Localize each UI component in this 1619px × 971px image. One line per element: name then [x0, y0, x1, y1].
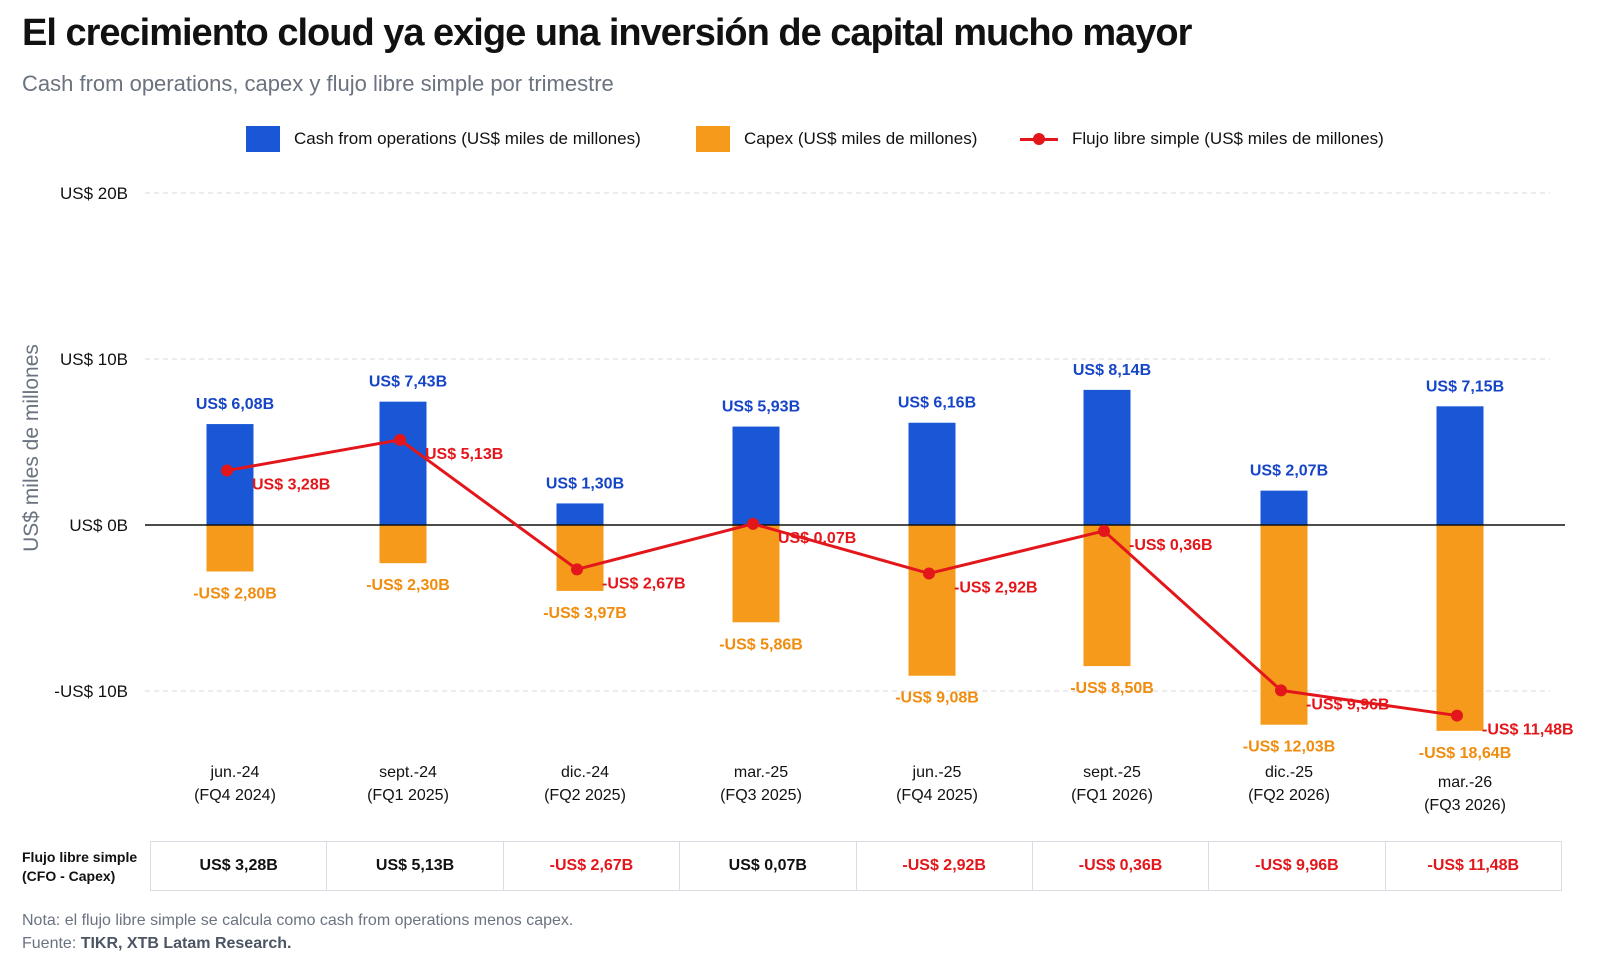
fcf-value-label: -US$ 2,92B: [954, 579, 1038, 596]
cfo-value-label: US$ 5,93B: [722, 399, 800, 416]
x-tick-label: mar.-25: [734, 764, 788, 781]
x-tick-sublabel: (FQ1 2025): [367, 787, 449, 804]
fcf-point: [221, 464, 233, 477]
cfo-value-label: US$ 7,15B: [1426, 378, 1504, 395]
capex-value-label: -US$ 3,97B: [543, 605, 627, 622]
cfo-value-label: US$ 6,16B: [898, 395, 976, 412]
x-tick-label: dic.-24: [561, 764, 609, 781]
cfo-value-label: US$ 2,07B: [1250, 463, 1328, 480]
cfo-bar: [1260, 490, 1308, 525]
x-tick-sublabel: (FQ3 2026): [1424, 797, 1506, 814]
fcf-table-cell: -US$ 11,48B: [1384, 842, 1561, 890]
legend-item-cfo: Cash from operations (US$ miles de millo…: [246, 126, 641, 152]
capex-bar: [732, 525, 780, 623]
table-row-label-line1: Flujo libre simple: [22, 849, 138, 865]
cfo-value-label: US$ 8,14B: [1073, 362, 1151, 379]
fcf-table-cell: -US$ 2,92B: [855, 842, 1032, 890]
cfo-value-label: US$ 6,08B: [196, 396, 274, 413]
legend-item-capex: Capex (US$ miles de millones): [696, 126, 977, 152]
cfo-bar: [908, 422, 956, 525]
legend-label-capex: Capex (US$ miles de millones): [744, 129, 978, 148]
y-tick-label: US$ 10B: [60, 350, 128, 369]
source-line: Fuente: TIKR, XTB Latam Research.: [22, 935, 291, 953]
chart-legend: Cash from operations (US$ miles de millo…: [0, 126, 1619, 156]
x-tick-sublabel: (FQ2 2026): [1248, 787, 1330, 804]
legend-swatch-cfo: [246, 126, 280, 152]
fcf-table-cell: US$ 3,28B: [199, 857, 278, 874]
fcf-value-label: US$ 0,07B: [778, 530, 856, 547]
cfo-value-label: US$ 1,30B: [546, 475, 624, 492]
x-tick-label: sept.-25: [1083, 764, 1141, 781]
cfo-bar: [556, 503, 604, 525]
fcf-value-label: -US$ 2,67B: [602, 575, 686, 592]
chart-subtitle: Cash from operations, capex y flujo libr…: [22, 71, 614, 96]
x-tick-sublabel: (FQ4 2024): [194, 787, 276, 804]
y-axis-title: US$ miles de millones: [20, 344, 43, 552]
fcf-value-label: US$ 3,28B: [252, 477, 330, 494]
cfo-value-label: US$ 7,43B: [369, 374, 447, 391]
x-tick-label: dic.-25: [1265, 764, 1313, 781]
x-tick-sublabel: (FQ4 2025): [896, 787, 978, 804]
x-tick-sublabel: (FQ3 2025): [720, 787, 802, 804]
source-prefix: Fuente:: [22, 935, 81, 952]
capex-value-label: -US$ 8,50B: [1070, 680, 1154, 697]
fcf-table-cell: US$ 5,13B: [326, 842, 502, 890]
capex-bar: [556, 525, 604, 591]
fcf-line: [226, 438, 1458, 718]
fcf-value-label: US$ 5,13B: [425, 446, 503, 463]
fcf-point: [1451, 709, 1463, 722]
fcf-table-cell: -US$ 0,36B: [1031, 842, 1208, 890]
x-tick-label: jun.-24: [210, 764, 260, 781]
table-row-label-line2: (CFO - Capex): [22, 868, 116, 884]
capex-value-label: -US$ 2,30B: [366, 577, 450, 594]
fcf-value-label: -US$ 9,96B: [1306, 696, 1390, 713]
capex-value-label: -US$ 2,80B: [193, 585, 277, 602]
fcf-point: [923, 567, 935, 580]
chart-title: El crecimiento cloud ya exige una invers…: [22, 12, 1192, 54]
legend-item-fcf: Flujo libre simple (US$ miles de millone…: [1020, 126, 1384, 152]
capex-value-label: -US$ 18,64B: [1419, 745, 1512, 762]
footnote: Nota: el flujo libre simple se calcula c…: [22, 912, 574, 929]
x-tick-label: mar.-26: [1438, 774, 1492, 791]
table-row-label: Flujo libre simple (CFO - Capex): [22, 848, 137, 886]
y-tick-label: US$ 0B: [69, 516, 128, 535]
capex-value-label: -US$ 9,08B: [895, 690, 979, 707]
legend-label-cfo: Cash from operations (US$ miles de millo…: [294, 129, 641, 148]
legend-swatch-fcf: [1020, 126, 1058, 152]
x-tick-label: sept.-24: [379, 764, 437, 781]
capex-bar: [206, 525, 254, 572]
capex-value-label: -US$ 12,03B: [1243, 739, 1336, 756]
capex-bar: [379, 525, 427, 564]
fcf-point: [394, 433, 406, 446]
fcf-point: [1098, 524, 1110, 537]
capex-bar: [908, 525, 956, 676]
fcf-table-cell: -US$ 9,96B: [1208, 842, 1384, 890]
cfo-bar: [1436, 406, 1484, 525]
chart-plot: US$ 20B US$ 10B US$ 0B -US$ 10B US$ miles de…: [20, 184, 1574, 814]
cfo-bar: [1083, 389, 1131, 525]
cfo-bar: [379, 401, 427, 525]
fcf-point: [1275, 684, 1287, 697]
fcf-table: US$ 3,28B US$ 5,13B -US$ 2,67B US$ 0,07B -US…: [150, 841, 1562, 891]
x-tick-label: jun.-25: [912, 764, 962, 781]
fcf-table-cell: US$ 0,07B: [679, 842, 855, 890]
y-tick-label: US$ 20B: [60, 184, 128, 203]
capex-bar: [1083, 525, 1131, 667]
source-text: TIKR, XTB Latam Research.: [80, 935, 292, 952]
fcf-table-cell: -US$ 2,67B: [502, 842, 679, 890]
capex-bar: [1436, 525, 1484, 731]
fcf-point: [571, 563, 583, 576]
cfo-bar: [732, 426, 780, 525]
legend-swatch-capex: [696, 126, 730, 152]
x-tick-sublabel: (FQ1 2026): [1071, 787, 1153, 804]
fcf-value-label: -US$ 11,48B: [1482, 722, 1574, 739]
capex-value-label: -US$ 5,86B: [719, 636, 803, 653]
y-tick-label: -US$ 10B: [54, 682, 128, 701]
fcf-point: [747, 517, 759, 530]
legend-label-fcf: Flujo libre simple (US$ miles de millone…: [1072, 129, 1384, 148]
fcf-value-label: -US$ 0,36B: [1129, 537, 1213, 554]
x-tick-sublabel: (FQ2 2025): [544, 787, 626, 804]
